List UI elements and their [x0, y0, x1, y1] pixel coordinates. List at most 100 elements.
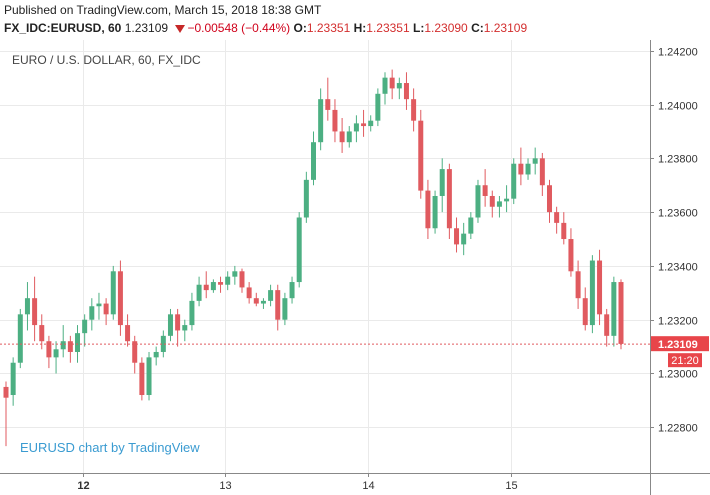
y-tick-label: 1.23600 [658, 208, 698, 220]
open-label: O: [293, 21, 307, 35]
candle-body [260, 300, 266, 304]
candle-body [618, 282, 624, 344]
candle-body [246, 287, 252, 299]
candle-body [89, 306, 95, 320]
candle-body [425, 190, 431, 229]
candle-body [110, 271, 116, 315]
candle-body [146, 357, 152, 396]
candle-body [368, 120, 374, 127]
time-badge-label: 21:20 [671, 355, 699, 367]
candle-body [75, 333, 81, 352]
candle-body [482, 185, 488, 196]
candle-body [182, 325, 188, 331]
x-tick-label: 13 [219, 480, 231, 492]
price-badge-label: 1.23109 [658, 339, 698, 351]
symbol-name: FX_IDC:EURUSD, 60 [4, 21, 122, 35]
price-chart[interactable]: 1.24200 1.24000 1.23800 1.23600 1.23400 1.232… [0, 40, 710, 495]
candle-body [375, 93, 381, 121]
candle-body [132, 341, 138, 363]
candle-body [561, 222, 567, 240]
candle-body [411, 99, 417, 121]
candle-body [139, 362, 145, 396]
candle-body [475, 185, 481, 218]
x-tick-label: 12 [77, 480, 89, 492]
candle-body [325, 99, 331, 110]
candle-body [582, 298, 588, 326]
low-value: 1.23090 [424, 21, 468, 35]
x-tick-label: 15 [505, 480, 517, 492]
candle-body [597, 260, 603, 315]
down-arrow-icon [175, 24, 186, 33]
time-badge-bg [668, 353, 702, 368]
candle-body [432, 195, 438, 229]
y-tick-label: 1.22800 [658, 423, 698, 435]
candle-body [96, 303, 102, 307]
candle-body [296, 217, 302, 283]
chart-credit-link[interactable]: EURUSD chart by TradingView [20, 440, 200, 455]
candle-body [418, 120, 424, 191]
candle-body [454, 228, 460, 245]
candle-body [382, 77, 388, 94]
y-tick-label: 1.23200 [658, 316, 698, 328]
candle-body [518, 163, 524, 175]
candle-body [46, 341, 52, 358]
published-line: Published on TradingView.com, March 15, … [4, 3, 322, 17]
candle-body [353, 123, 359, 132]
symbol-line: FX_IDC:EURUSD, 60 1.23109 −0.00548 (−0.4… [4, 21, 527, 35]
candle-body [253, 298, 259, 304]
y-tick-label: 1.23800 [658, 154, 698, 166]
last-price: 1.23109 [124, 21, 169, 35]
candle-body [332, 109, 338, 132]
candle-body [17, 314, 23, 363]
y-tick-label: 1.24000 [658, 101, 698, 113]
high-label: H: [353, 21, 367, 35]
candle-body [589, 260, 595, 326]
candle-body [303, 179, 309, 218]
candle-body [389, 77, 395, 89]
close-label: C: [471, 21, 484, 35]
candle-body [546, 185, 552, 213]
candle-body [611, 282, 617, 336]
candle-body [103, 303, 109, 315]
candle-body [24, 298, 30, 315]
candle-body [525, 163, 531, 175]
close-value: 1.23109 [483, 21, 528, 35]
candle-body [403, 83, 409, 100]
candle-body [160, 335, 166, 352]
candle-body [125, 325, 131, 342]
candle-body [210, 282, 216, 291]
x-tick-label: 14 [362, 480, 374, 492]
candle-body [568, 239, 574, 272]
candle-body [268, 290, 274, 301]
candle-body [117, 271, 123, 326]
price-badge-bg [651, 336, 709, 352]
candle-body [3, 386, 9, 398]
candle-body [232, 271, 238, 277]
y-tick-label: 1.24200 [658, 47, 698, 59]
candle-body [82, 319, 88, 334]
candle-body [203, 284, 209, 291]
candle-body [53, 349, 59, 358]
candle-body [554, 212, 560, 223]
header-bar: Published on TradingView.com, March 15, … [0, 0, 710, 40]
candle-body [218, 282, 224, 285]
candle-body [504, 198, 510, 202]
y-tick-label: 1.23000 [658, 369, 698, 381]
price-change: −0.00548 (−0.44%) [187, 21, 291, 35]
candle-body [275, 290, 281, 320]
candle-body [339, 131, 345, 143]
chart-watermark: EURO / U.S. DOLLAR, 60, FX_IDC [12, 53, 201, 67]
candle-body [60, 341, 66, 350]
candle-body [346, 131, 352, 143]
candle-body [439, 169, 445, 196]
candle-body [67, 341, 73, 352]
candle-body [175, 314, 181, 331]
candle-body [39, 325, 45, 342]
y-tick-label: 1.23400 [658, 262, 698, 274]
candle-body [239, 271, 245, 288]
candle-body [318, 99, 324, 143]
candle-body [153, 351, 159, 358]
candle-body [539, 158, 545, 186]
open-value: 1.23351 [306, 21, 351, 35]
candle-body [289, 282, 295, 299]
